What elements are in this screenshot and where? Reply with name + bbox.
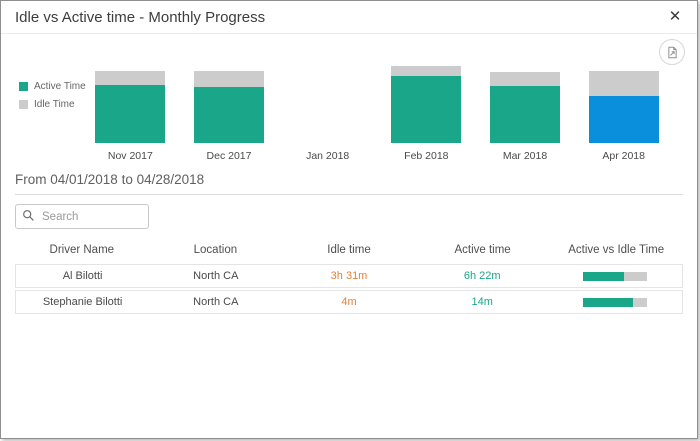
active-vs-idle-cell — [549, 297, 682, 307]
active-time-segment[interactable] — [391, 76, 462, 143]
location-cell: North CA — [193, 296, 239, 308]
chart-x-label: Jan 2018 — [306, 150, 350, 162]
active-time-cell: 14m — [471, 296, 493, 308]
idle-time-segment[interactable] — [95, 71, 166, 85]
active-vs-idle-progress-bar — [583, 271, 648, 281]
idle-time-segment[interactable] — [490, 72, 561, 86]
idle-time-cell: 3h 31m — [330, 270, 368, 282]
table-row[interactable]: Al Bilotti North CA 3h 31m 6h 22m — [15, 264, 683, 288]
progress-fill — [583, 271, 625, 281]
chart-bar-mar-2018[interactable] — [490, 72, 561, 143]
column-header-idle-time: Idle time — [327, 244, 371, 256]
active-time-cell: 6h 22m — [463, 270, 501, 282]
active-time-segment[interactable] — [588, 96, 659, 143]
monthly-progress-chart: Nov 2017 Dec 2017 Jan 2018 Feb 2018 Mar 2018… — [81, 63, 673, 162]
search-input[interactable] — [15, 204, 149, 229]
legend-item-idle-time[interactable]: Idle Time — [19, 99, 86, 110]
drivers-table: Driver Name Location Idle time Active ti… — [15, 238, 683, 314]
active-time-segment[interactable] — [95, 85, 166, 143]
driver-name-cell: Stephanie Bilotti — [42, 296, 123, 308]
column-header-location: Location — [193, 244, 238, 256]
progress-fill — [583, 297, 634, 307]
export-report-icon — [666, 46, 679, 59]
date-range-text: From 04/01/2018 to 04/28/2018 — [15, 172, 683, 195]
active-time-swatch — [19, 82, 28, 91]
chart-slot — [574, 63, 673, 143]
chart-slot — [81, 63, 180, 143]
chart-x-label: Dec 2017 — [206, 150, 252, 162]
column-header-driver-name: Driver Name — [49, 244, 115, 256]
chart-plot-area — [81, 63, 673, 143]
chart-slot — [180, 63, 279, 143]
close-icon[interactable]: ✕ — [663, 5, 687, 29]
chart-slot — [377, 63, 476, 143]
idle-time-segment[interactable] — [588, 71, 659, 96]
export-button[interactable] — [659, 39, 685, 65]
chart-x-label: Apr 2018 — [602, 150, 645, 162]
column-header-active-time: Active time — [454, 244, 511, 256]
legend-label: Idle Time — [34, 99, 75, 110]
chart-slot — [278, 63, 377, 143]
driver-name-cell: Al Bilotti — [62, 270, 103, 282]
legend-label: Active Time — [34, 81, 86, 92]
idle-time-cell: 4m — [341, 296, 357, 308]
chart-x-axis: Nov 2017 Dec 2017 Jan 2018 Feb 2018 Mar 2018… — [81, 150, 673, 162]
legend-item-active-time[interactable]: Active Time — [19, 81, 86, 92]
chart-bar-feb-2018[interactable] — [391, 66, 462, 143]
table-header-row: Driver Name Location Idle time Active ti… — [15, 238, 683, 262]
chart-x-label: Mar 2018 — [502, 150, 548, 162]
search-box — [15, 204, 149, 229]
active-vs-idle-progress-bar — [583, 297, 648, 307]
active-time-segment[interactable] — [490, 86, 561, 143]
active-time-segment[interactable] — [194, 87, 264, 143]
dialog-title: Idle vs Active time - Monthly Progress — [15, 9, 266, 26]
chart-x-label: Nov 2017 — [107, 150, 153, 162]
chart-bar-nov-2017[interactable] — [95, 71, 166, 143]
location-cell: North CA — [193, 270, 239, 282]
idle-time-segment[interactable] — [194, 71, 264, 87]
dialog-header: Idle vs Active time - Monthly Progress ✕ — [1, 1, 697, 34]
table-body: Al Bilotti North CA 3h 31m 6h 22m Stephanie … — [15, 264, 683, 314]
column-header-active-vs-idle: Active vs Idle Time — [568, 244, 665, 256]
chart-bar-apr-2018[interactable] — [588, 71, 659, 143]
idle-time-segment[interactable] — [391, 66, 462, 76]
chart-legend: Active Time Idle Time — [19, 81, 86, 117]
active-vs-idle-cell — [549, 271, 682, 281]
chart-x-label: Feb 2018 — [404, 150, 449, 162]
chart-bar-dec-2017[interactable] — [194, 71, 264, 143]
chart-slot — [476, 63, 575, 143]
idle-time-swatch — [19, 100, 28, 109]
table-row[interactable]: Stephanie Bilotti North CA 4m 14m — [15, 290, 683, 314]
